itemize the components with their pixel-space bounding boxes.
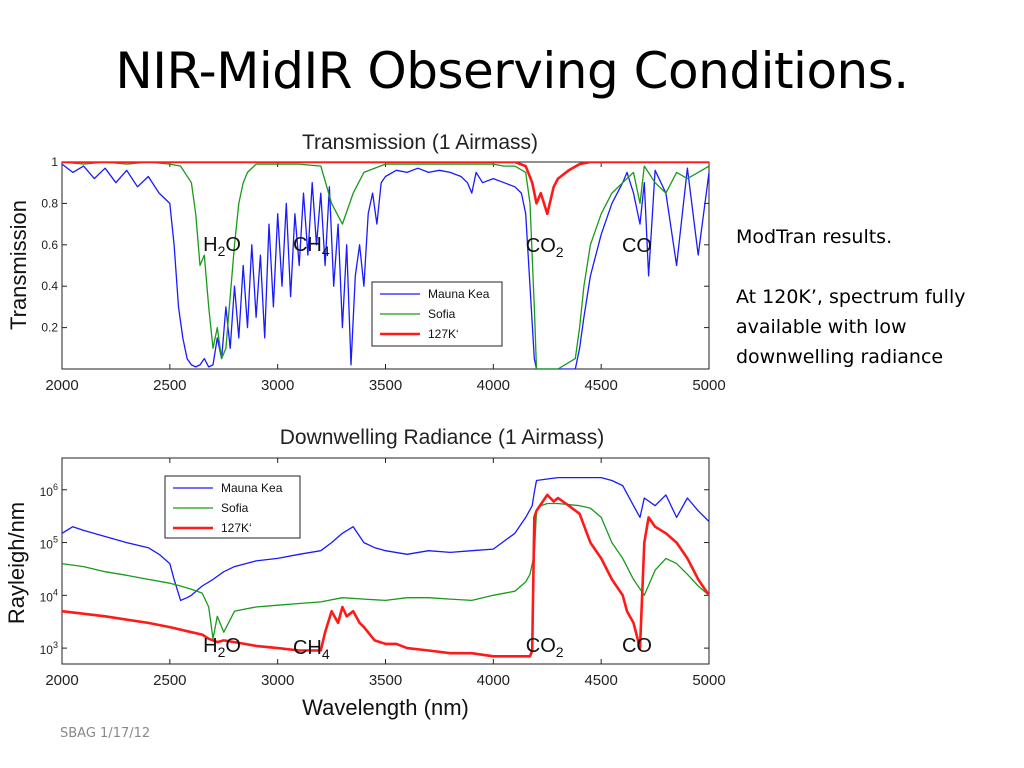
note-modtran: ModTran results. bbox=[736, 226, 893, 248]
annotation-label: CO bbox=[622, 635, 652, 657]
y-tick-label: 0.4 bbox=[41, 279, 58, 293]
x-tick-label: 2000 bbox=[45, 377, 78, 394]
x-tick-label: 5000 bbox=[692, 377, 725, 394]
series-line-mauna-kea bbox=[62, 476, 709, 602]
transmission-chart: Transmission (1 Airmass) 2000 2500 3000 3500… bbox=[6, 131, 726, 394]
chart-title: Downwelling Radiance (1 Airmass) bbox=[280, 426, 604, 449]
series-line-mauna-kea bbox=[62, 163, 709, 369]
y-tick-label: 0.2 bbox=[41, 321, 58, 335]
x-tick-label: 3000 bbox=[261, 672, 294, 689]
y-tick-label: 104 bbox=[40, 587, 58, 604]
plot-frame bbox=[61, 457, 710, 665]
note-line-3: downwelling radiance bbox=[736, 346, 944, 368]
series-line-127k- bbox=[62, 493, 709, 658]
y-tick-label: 103 bbox=[40, 640, 58, 657]
x-tick-label: 4500 bbox=[584, 377, 617, 394]
annotation-label: CO2 bbox=[526, 235, 564, 260]
y-tick-label: 0.8 bbox=[41, 196, 58, 210]
x-tick-label: 2000 bbox=[45, 672, 78, 689]
x-tick-label: 4500 bbox=[584, 672, 617, 689]
legend-label: Mauna Kea bbox=[428, 287, 490, 301]
note-line-2: available with low bbox=[736, 316, 907, 338]
x-tick-label: 3500 bbox=[369, 377, 402, 394]
x-tick-label: 2500 bbox=[153, 377, 186, 394]
annotation-label: CH4 bbox=[293, 234, 330, 259]
x-tick-label: 4000 bbox=[477, 377, 510, 394]
x-tick-label: 5000 bbox=[692, 672, 725, 689]
annotation-label: CO bbox=[622, 235, 652, 257]
x-tick-label: 4000 bbox=[477, 672, 510, 689]
annotation-label: CO2 bbox=[526, 635, 564, 660]
x-axis-label: Wavelength (nm) bbox=[302, 695, 469, 720]
annotation-label: H2O bbox=[203, 234, 241, 259]
annotation-label: CH4 bbox=[293, 637, 330, 662]
y-axis-label: Transmission bbox=[6, 200, 31, 330]
legend-label: Sofia bbox=[428, 307, 456, 321]
note-line-1: At 120K’, spectrum fully bbox=[736, 286, 966, 308]
series-line-sofia bbox=[62, 502, 709, 640]
legend-label: Mauna Kea bbox=[221, 481, 283, 495]
radiance-chart: Downwelling Radiance (1 Airmass) 2000 2500… bbox=[4, 426, 726, 720]
legend-label: 127K‘ bbox=[428, 327, 459, 341]
series-line-127k- bbox=[62, 162, 709, 216]
y-tick-label: 0.6 bbox=[41, 238, 58, 252]
footer: SBAG 1/17/12 bbox=[60, 726, 151, 741]
legend-label: 127K‘ bbox=[221, 521, 252, 535]
series-group bbox=[62, 162, 709, 369]
annotation-label: H2O bbox=[203, 635, 241, 660]
x-tick-label: 3500 bbox=[369, 672, 402, 689]
page-title: NIR-MidIR Observing Conditions. bbox=[115, 42, 909, 100]
series-line-sofia bbox=[62, 162, 709, 369]
y-tick-label: 1 bbox=[51, 155, 58, 169]
x-tick-label: 2500 bbox=[153, 672, 186, 689]
chart-title: Transmission (1 Airmass) bbox=[302, 131, 538, 154]
y-tick-label: 106 bbox=[40, 482, 58, 499]
y-tick-label: 105 bbox=[40, 535, 58, 552]
x-tick-label: 3000 bbox=[261, 377, 294, 394]
series-group bbox=[62, 476, 709, 658]
legend-label: Sofia bbox=[221, 501, 249, 515]
y-axis-label: Rayleigh/nm bbox=[4, 502, 29, 624]
